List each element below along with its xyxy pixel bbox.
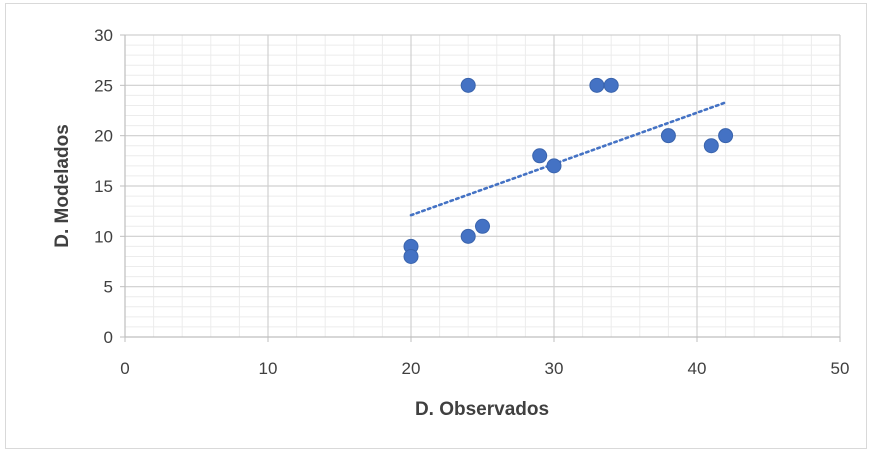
trendline xyxy=(409,101,727,217)
x-tick-label: 30 xyxy=(545,359,564,378)
data-point xyxy=(546,158,562,174)
data-point xyxy=(460,228,476,244)
data-point xyxy=(475,218,490,234)
y-tick-label: 10 xyxy=(94,227,113,246)
y-axis-title: D. Modelados xyxy=(52,124,73,248)
y-tick-labels: 0 5 10 15 20 25 30 xyxy=(94,26,113,347)
y-tick-label: 0 xyxy=(104,328,113,347)
x-tick-label: 40 xyxy=(688,359,707,378)
data-point xyxy=(703,138,719,154)
data-point xyxy=(403,248,419,264)
y-tick-label: 15 xyxy=(94,177,113,196)
x-tick-label: 50 xyxy=(831,359,850,378)
data-points xyxy=(403,77,734,264)
x-axis-title: D. Observados xyxy=(415,399,549,420)
data-point xyxy=(603,77,619,93)
x-tick-label: 10 xyxy=(259,359,278,378)
y-tick-label: 25 xyxy=(94,76,113,95)
x-tick-labels: 0 10 20 30 40 50 xyxy=(120,359,849,378)
y-tick-label: 30 xyxy=(94,26,113,45)
major-gridlines xyxy=(125,34,841,337)
x-tick-label: 0 xyxy=(120,359,129,378)
data-point xyxy=(589,77,605,93)
axes xyxy=(120,34,841,342)
trendline-path xyxy=(409,101,727,217)
data-point xyxy=(718,128,734,144)
x-tick-label: 20 xyxy=(402,359,421,378)
data-point xyxy=(532,148,548,164)
y-tick-label: 20 xyxy=(94,127,113,146)
y-tick-label: 5 xyxy=(104,278,113,297)
data-point xyxy=(460,77,476,93)
data-point xyxy=(660,128,676,144)
